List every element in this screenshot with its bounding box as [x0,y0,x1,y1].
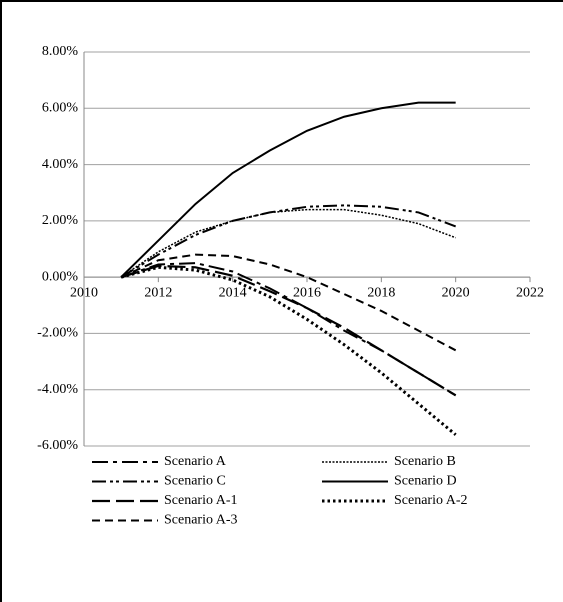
y-tick-label: -4.00% [37,382,78,397]
series-line [120,253,457,352]
series-line [120,265,457,436]
legend-label: Scenario A [164,454,227,469]
x-tick-label: 2012 [144,285,172,300]
y-tick-label: 4.00% [42,157,79,172]
x-tick-label: 2018 [367,285,395,300]
y-tick-label: 6.00% [42,101,79,116]
y-tick-label: 0.00% [42,269,79,284]
x-tick-label: 2022 [516,285,544,300]
legend-label: Scenario A-2 [394,493,467,508]
y-tick-label: 2.00% [42,213,79,228]
series-line [120,208,456,278]
x-tick-label: 2010 [70,285,98,300]
y-tick-label: 8.00% [42,44,79,59]
series-line [120,204,457,278]
legend-label: Scenario D [394,474,457,489]
legend-label: Scenario A-1 [164,493,237,508]
x-tick-label: 2020 [442,285,470,300]
series-line [120,264,457,397]
series-line [120,101,456,278]
x-tick-label: 2016 [293,285,321,300]
y-tick-label: -2.00% [37,326,78,341]
y-tick-label: -6.00% [37,438,78,453]
legend-label: Scenario B [394,454,456,469]
legend-label: Scenario A-3 [164,513,237,528]
legend-label: Scenario C [164,474,226,489]
x-tick-label: 2014 [219,285,247,300]
